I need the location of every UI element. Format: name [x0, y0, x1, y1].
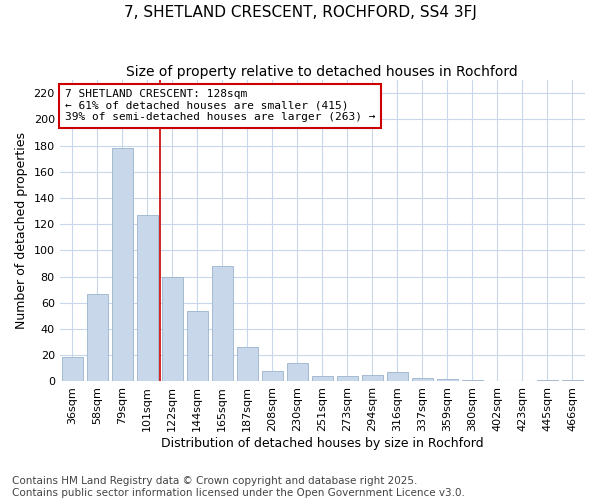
- Bar: [312, 376, 333, 382]
- Title: Size of property relative to detached houses in Rochford: Size of property relative to detached ho…: [127, 65, 518, 79]
- Y-axis label: Number of detached properties: Number of detached properties: [15, 132, 28, 330]
- Text: Contains HM Land Registry data © Crown copyright and database right 2025.
Contai: Contains HM Land Registry data © Crown c…: [12, 476, 465, 498]
- Bar: [287, 363, 308, 382]
- Bar: [236, 348, 258, 382]
- Bar: [462, 380, 483, 382]
- Bar: [137, 215, 158, 382]
- Bar: [62, 356, 83, 382]
- Bar: [212, 266, 233, 382]
- Bar: [337, 376, 358, 382]
- Bar: [387, 372, 408, 382]
- Text: 7 SHETLAND CRESCENT: 128sqm
← 61% of detached houses are smaller (415)
39% of se: 7 SHETLAND CRESCENT: 128sqm ← 61% of det…: [65, 89, 376, 122]
- Bar: [562, 380, 583, 382]
- Bar: [437, 379, 458, 382]
- X-axis label: Distribution of detached houses by size in Rochford: Distribution of detached houses by size …: [161, 437, 484, 450]
- Text: 7, SHETLAND CRESCENT, ROCHFORD, SS4 3FJ: 7, SHETLAND CRESCENT, ROCHFORD, SS4 3FJ: [124, 5, 476, 20]
- Bar: [362, 375, 383, 382]
- Bar: [187, 310, 208, 382]
- Bar: [112, 148, 133, 382]
- Bar: [161, 276, 183, 382]
- Bar: [86, 294, 108, 382]
- Bar: [262, 371, 283, 382]
- Bar: [412, 378, 433, 382]
- Bar: [537, 380, 558, 382]
